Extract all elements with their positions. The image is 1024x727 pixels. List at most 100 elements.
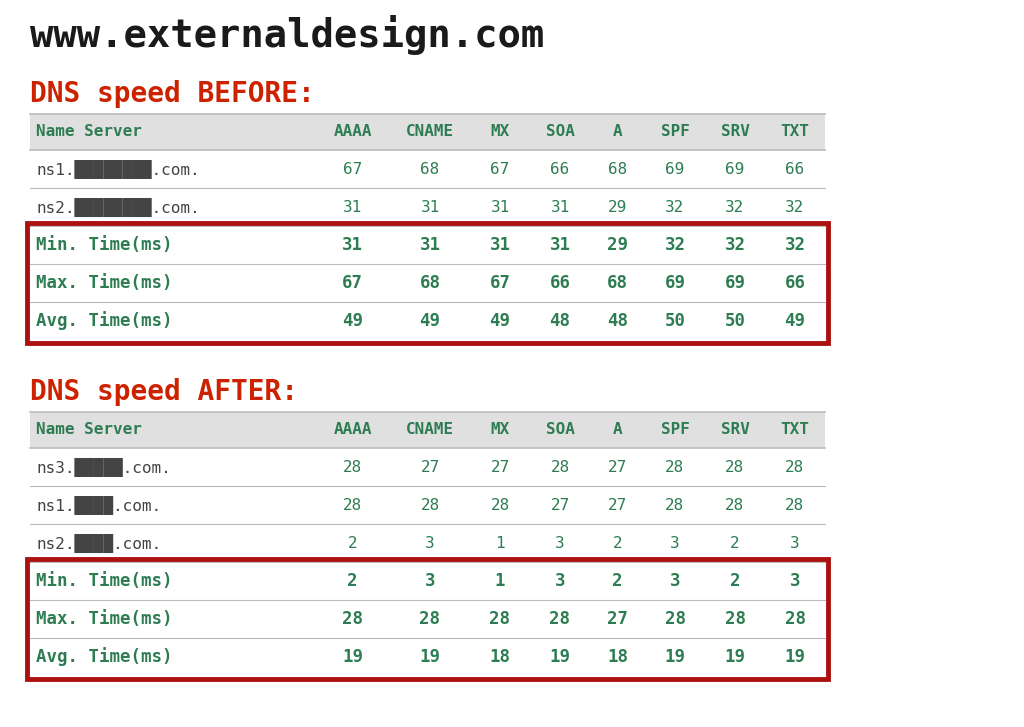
Text: 19: 19 (550, 648, 570, 666)
Bar (30, 600, 825, 638)
Bar (30, 412, 825, 448)
Text: TXT: TXT (780, 124, 809, 140)
Text: 68: 68 (420, 274, 440, 292)
Text: 32: 32 (665, 236, 685, 254)
Text: 19: 19 (342, 648, 362, 666)
Text: Name Server: Name Server (36, 422, 142, 438)
Text: 28: 28 (725, 610, 745, 628)
Text: 27: 27 (608, 459, 627, 475)
Text: 28: 28 (550, 459, 569, 475)
Text: SRV: SRV (721, 124, 750, 140)
Text: 48: 48 (607, 312, 628, 330)
Bar (30, 638, 825, 676)
Text: MX: MX (490, 422, 510, 438)
Text: 31: 31 (490, 199, 510, 214)
Text: 18: 18 (489, 648, 511, 666)
Text: 19: 19 (725, 648, 745, 666)
Text: 69: 69 (725, 274, 745, 292)
Text: 31: 31 (420, 236, 440, 254)
Text: AAAA: AAAA (333, 124, 372, 140)
Text: Min. Time(ms): Min. Time(ms) (36, 572, 172, 590)
Text: 66: 66 (784, 274, 806, 292)
Text: www.externaldesign.com: www.externaldesign.com (30, 15, 544, 55)
Text: 28: 28 (421, 497, 439, 513)
Text: 32: 32 (725, 199, 744, 214)
Text: 1: 1 (495, 572, 505, 590)
Text: 27: 27 (490, 459, 510, 475)
Bar (30, 486, 825, 524)
Text: 2: 2 (730, 536, 739, 550)
Text: 49: 49 (489, 312, 511, 330)
Text: 68: 68 (607, 274, 628, 292)
Bar (30, 114, 825, 150)
Text: 3: 3 (670, 536, 680, 550)
Text: 31: 31 (421, 199, 439, 214)
Text: ns2.████.com.: ns2.████.com. (36, 534, 161, 553)
Text: 68: 68 (608, 161, 627, 177)
Bar (30, 562, 825, 600)
Text: 1: 1 (496, 536, 505, 550)
Text: AAAA: AAAA (333, 422, 372, 438)
Text: 66: 66 (550, 161, 569, 177)
Text: 27: 27 (550, 497, 569, 513)
Text: ns1.████████.com.: ns1.████████.com. (36, 159, 200, 179)
Text: 32: 32 (666, 199, 685, 214)
Text: 69: 69 (725, 161, 744, 177)
Text: 28: 28 (420, 610, 440, 628)
Text: 49: 49 (342, 312, 362, 330)
Text: ns2.████████.com.: ns2.████████.com. (36, 198, 200, 217)
Text: 19: 19 (784, 648, 806, 666)
Text: SOA: SOA (546, 422, 574, 438)
Text: 32: 32 (785, 199, 805, 214)
Text: 48: 48 (550, 312, 570, 330)
Text: 3: 3 (555, 536, 565, 550)
Text: 3: 3 (555, 572, 565, 590)
Text: ns1.████.com.: ns1.████.com. (36, 496, 161, 515)
Text: 32: 32 (784, 236, 806, 254)
Text: ns3.█████.com.: ns3.█████.com. (36, 457, 171, 476)
Text: CNAME: CNAME (406, 124, 454, 140)
Text: 69: 69 (666, 161, 685, 177)
Text: 28: 28 (342, 610, 362, 628)
Text: TXT: TXT (780, 422, 809, 438)
Text: 2: 2 (612, 536, 623, 550)
Bar (27, 223, 828, 343)
Text: Avg. Time(ms): Avg. Time(ms) (36, 648, 172, 667)
Text: 68: 68 (421, 161, 439, 177)
Text: 27: 27 (607, 610, 628, 628)
Text: SOA: SOA (546, 124, 574, 140)
Text: 28: 28 (666, 459, 685, 475)
Text: 28: 28 (785, 497, 805, 513)
Bar (30, 188, 825, 226)
Text: 3: 3 (670, 572, 680, 590)
Bar (30, 302, 825, 340)
Text: 28: 28 (343, 497, 362, 513)
Text: 2: 2 (730, 572, 740, 590)
Text: 28: 28 (343, 459, 362, 475)
Bar (30, 524, 825, 562)
Text: 28: 28 (489, 610, 511, 628)
Text: Max. Time(ms): Max. Time(ms) (36, 610, 172, 628)
Text: 31: 31 (550, 199, 569, 214)
Text: 67: 67 (343, 161, 362, 177)
Text: DNS speed BEFORE:: DNS speed BEFORE: (30, 80, 314, 108)
Text: 27: 27 (421, 459, 439, 475)
Text: SPF: SPF (660, 422, 689, 438)
Text: 29: 29 (608, 199, 627, 214)
Text: 3: 3 (790, 572, 800, 590)
Text: Name Server: Name Server (36, 124, 142, 140)
Text: CNAME: CNAME (406, 422, 454, 438)
Text: 3: 3 (425, 572, 435, 590)
Text: Avg. Time(ms): Avg. Time(ms) (36, 311, 172, 331)
Text: 31: 31 (343, 199, 362, 214)
Text: 2: 2 (612, 572, 623, 590)
Text: 49: 49 (420, 312, 440, 330)
Text: DNS speed AFTER:: DNS speed AFTER: (30, 378, 298, 406)
Text: 67: 67 (490, 161, 510, 177)
Text: 50: 50 (665, 312, 685, 330)
Text: 28: 28 (784, 610, 806, 628)
Text: 2: 2 (348, 536, 357, 550)
Text: 28: 28 (550, 610, 570, 628)
Text: 3: 3 (791, 536, 800, 550)
Text: 32: 32 (725, 236, 745, 254)
